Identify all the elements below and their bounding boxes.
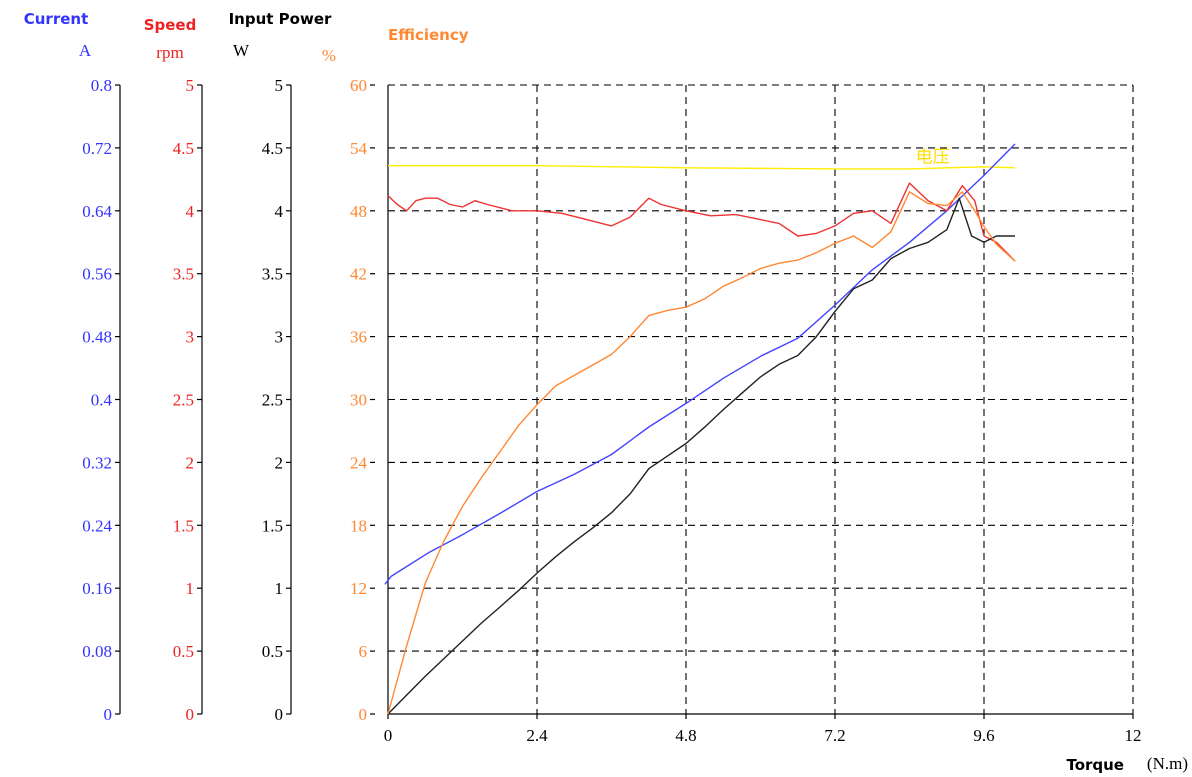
- speed-tick-label: 0.5: [173, 642, 194, 661]
- power-tick-label: 0: [275, 705, 284, 724]
- x-tick-label: 9.6: [973, 726, 994, 745]
- power-tick-label: 1.5: [262, 516, 283, 535]
- power-tick-label: 2: [275, 453, 284, 472]
- efficiency-tick-label: 12: [350, 579, 367, 598]
- current-axis-title: Current: [24, 10, 89, 28]
- x-axis-title: Torque: [1066, 756, 1124, 774]
- power-axis-title: Input Power: [229, 10, 332, 28]
- speed-tick-label: 5: [186, 76, 195, 95]
- efficiency-tick-label: 60: [350, 76, 367, 95]
- speed-tick-label: 2: [186, 453, 195, 472]
- series-layer: [384, 143, 1016, 715]
- current-tick-label: 0.8: [91, 76, 112, 95]
- annotation-label: 电压: [916, 148, 950, 167]
- grid: [388, 84, 1134, 714]
- efficiency-tick-label: 24: [350, 453, 368, 472]
- efficiency-tick-label: 54: [350, 139, 368, 158]
- current-tick-label: 0.48: [82, 328, 112, 347]
- current-tick-label: 0: [104, 705, 113, 724]
- power-tick-label: 5: [275, 76, 284, 95]
- speed-tick-label: 1: [186, 579, 195, 598]
- voltage-series-line: [388, 164, 1016, 170]
- efficiency-series-line: [387, 191, 1016, 715]
- power-series-line: [387, 197, 1015, 715]
- speed-tick-label: 4.5: [173, 139, 194, 158]
- power-tick-label: 4.5: [262, 139, 283, 158]
- axes: [115, 84, 1134, 719]
- current-tick-label: 0.4: [91, 391, 113, 410]
- current-series-line: [384, 143, 1016, 585]
- x-tick-label: 4.8: [675, 726, 696, 745]
- efficiency-tick-label: 30: [350, 391, 367, 410]
- power-tick-label: 3.5: [262, 265, 283, 284]
- power-tick-label: 4: [275, 202, 284, 221]
- speed-tick-label: 0: [186, 705, 195, 724]
- current-tick-label: 0.32: [82, 453, 112, 472]
- current-tick-label: 0.64: [82, 202, 112, 221]
- efficiency-axis-unit: %: [322, 46, 336, 65]
- current-tick-label: 0.16: [82, 579, 112, 598]
- speed-tick-label: 3.5: [173, 265, 194, 284]
- efficiency-tick-label: 36: [350, 328, 367, 347]
- power-tick-label: 3: [275, 328, 284, 347]
- speed-series-line: [387, 182, 1016, 262]
- current-tick-label: 0.56: [82, 265, 112, 284]
- efficiency-tick-label: 42: [350, 265, 367, 284]
- efficiency-tick-label: 18: [350, 516, 367, 535]
- efficiency-axis-title: Efficiency: [388, 26, 469, 44]
- speed-tick-label: 1.5: [173, 516, 194, 535]
- efficiency-tick-label: 6: [359, 642, 368, 661]
- speed-axis-title: Speed: [144, 16, 197, 34]
- x-tick-label: 12: [1125, 726, 1142, 745]
- efficiency-tick-label: 0: [359, 705, 368, 724]
- speed-tick-label: 2.5: [173, 391, 194, 410]
- x-tick-label: 7.2: [824, 726, 845, 745]
- power-axis-unit: W: [233, 41, 250, 60]
- x-tick-label: 0: [384, 726, 393, 745]
- x-tick-label: 2.4: [526, 726, 548, 745]
- power-tick-label: 1: [275, 579, 284, 598]
- efficiency-tick-label: 48: [350, 202, 367, 221]
- current-axis-unit: A: [79, 41, 92, 60]
- speed-tick-label: 3: [186, 328, 195, 347]
- current-tick-label: 0.08: [82, 642, 112, 661]
- current-tick-label: 0.24: [82, 516, 112, 535]
- power-tick-label: 0.5: [262, 642, 283, 661]
- x-axis-unit: (N.m): [1147, 754, 1188, 773]
- current-tick-label: 0.72: [82, 139, 112, 158]
- speed-axis-unit: rpm: [156, 43, 183, 62]
- speed-tick-label: 4: [186, 202, 195, 221]
- power-tick-label: 2.5: [262, 391, 283, 410]
